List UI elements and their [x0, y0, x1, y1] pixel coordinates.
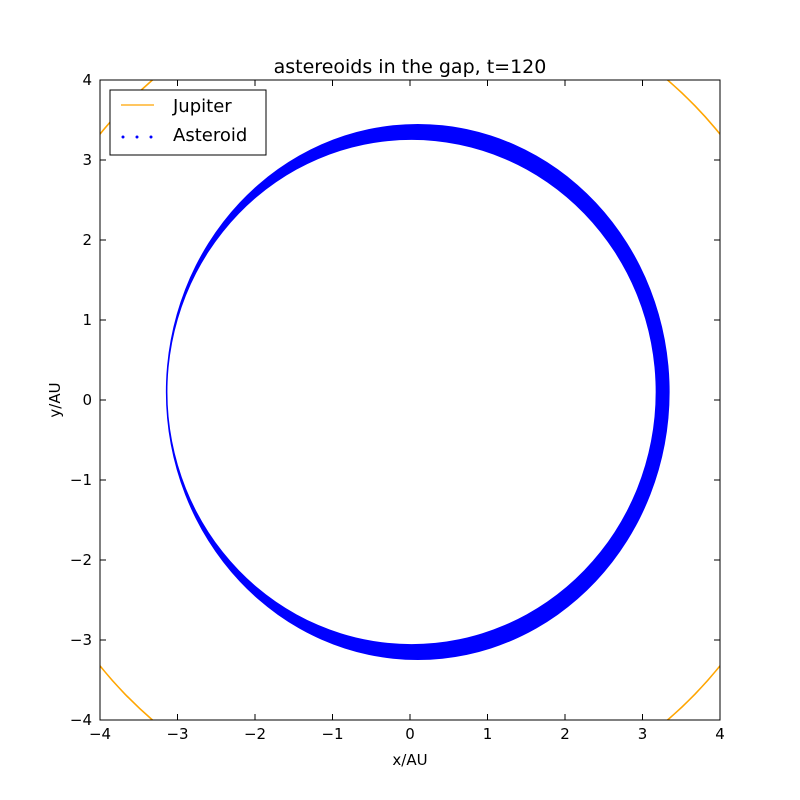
- asteroid-band: [165, 123, 670, 660]
- legend-asteroid-dot: [121, 135, 125, 139]
- x-tick-label: −1: [321, 725, 343, 743]
- x-tick-label: −4: [89, 725, 111, 743]
- x-axis-ticks: −4 −3 −2 −1 0 1 2 3 4: [89, 80, 725, 743]
- legend: Jupiter Asteroid: [109, 89, 267, 156]
- legend-asteroid-marker: [121, 135, 153, 139]
- y-axis-ticks: −4 −3 −2 −1 0 1 2 3 4: [70, 71, 720, 729]
- axes-frame: [99, 79, 721, 721]
- legend-asteroid-label: Asteroid: [173, 125, 247, 146]
- y-axis-label: y/AU: [46, 382, 64, 417]
- x-tick-label: 4: [715, 725, 725, 743]
- y-tick-label: −4: [70, 711, 92, 729]
- y-tick-label: 3: [82, 151, 92, 169]
- legend-asteroid-dot: [135, 135, 139, 139]
- y-tick-label: 4: [82, 71, 92, 89]
- legend-jupiter-label: Jupiter: [172, 96, 232, 117]
- y-tick-label: −2: [70, 551, 92, 569]
- y-tick-label: 1: [82, 311, 92, 329]
- y-tick-label: 2: [82, 231, 92, 249]
- legend-box: [109, 89, 267, 156]
- y-tick-label: 0: [82, 391, 92, 409]
- y-tick-label: −1: [70, 471, 92, 489]
- x-axis-label: x/AU: [392, 751, 427, 769]
- x-tick-label: 3: [638, 725, 648, 743]
- x-tick-label: 1: [483, 725, 493, 743]
- y-tick-label: −3: [70, 631, 92, 649]
- legend-asteroid-dot: [149, 135, 153, 139]
- x-tick-label: 0: [405, 725, 415, 743]
- chart-title: astereoids in the gap, t=120: [274, 56, 547, 78]
- x-tick-label: −3: [166, 725, 188, 743]
- x-tick-label: −2: [244, 725, 266, 743]
- x-tick-label: 2: [560, 725, 570, 743]
